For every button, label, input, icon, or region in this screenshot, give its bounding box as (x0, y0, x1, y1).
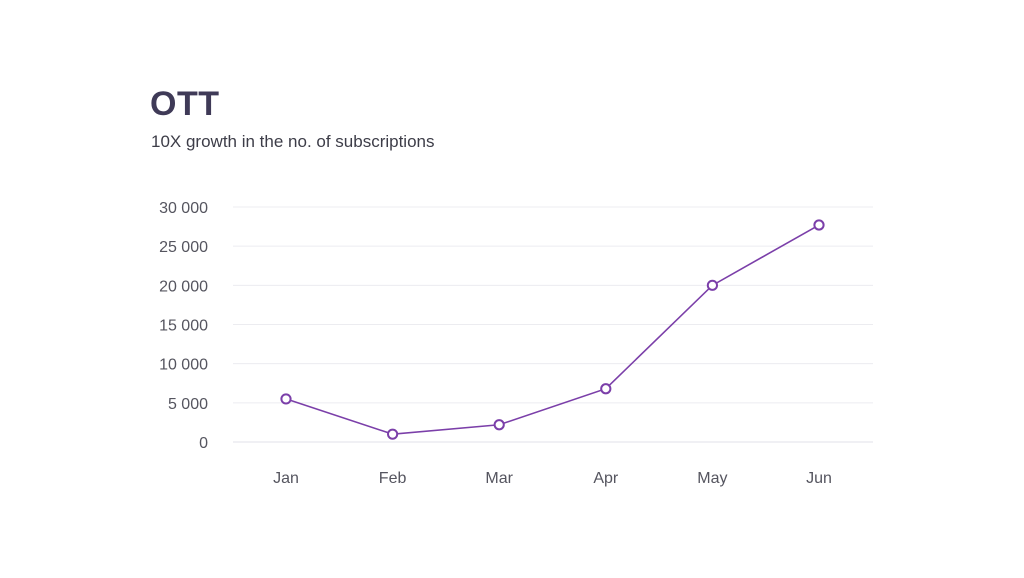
chart-title: OTT (150, 85, 220, 123)
y-axis-tick-labels: 0 5 000 10 000 15 000 20 000 25 000 30 000 (159, 200, 208, 452)
x-tick-label: May (697, 470, 727, 487)
x-tick-label: Feb (379, 470, 407, 487)
x-axis-tick-labels: Jan Feb Mar Apr May Jun (273, 470, 832, 487)
y-tick-label: 30 000 (159, 200, 208, 217)
x-tick-label: Apr (593, 470, 619, 487)
x-tick-label: Jun (806, 470, 832, 487)
data-point (813, 219, 825, 231)
x-tick-label: Jan (273, 470, 299, 487)
y-tick-label: 10 000 (159, 357, 208, 374)
grid-layer (233, 206, 873, 443)
series-points-layer (280, 219, 825, 440)
data-point (387, 428, 399, 440)
y-tick-label: 5 000 (168, 396, 208, 413)
y-tick-label: 20 000 (159, 278, 208, 295)
data-point (280, 393, 292, 405)
y-tick-label: 15 000 (159, 318, 208, 335)
series-line (285, 224, 820, 435)
series-line-layer (285, 224, 820, 435)
chart-subtitle: 10X growth in the no. of subscriptions (151, 132, 435, 151)
data-point (600, 383, 612, 395)
y-tick-label: 25 000 (159, 239, 208, 256)
x-tick-label: Mar (485, 470, 513, 487)
data-point (706, 279, 719, 291)
y-tick-label: 0 (199, 435, 208, 452)
data-point (493, 419, 505, 431)
